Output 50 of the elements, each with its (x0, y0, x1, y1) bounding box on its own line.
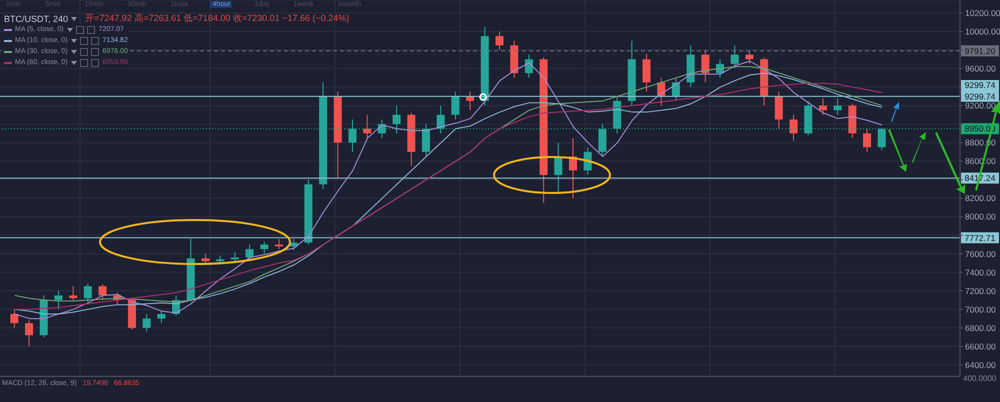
text: BTC/USDT, 240 (4, 12, 70, 25)
candlestick (348, 118, 356, 152)
candlestick (878, 127, 886, 151)
y-tick-label: 7200.00 (965, 286, 996, 296)
candlestick (246, 244, 254, 260)
ref-line-label: 9791.20 (964, 46, 996, 56)
candlestick (98, 284, 107, 301)
y-tick-label: 7600.00 (965, 248, 996, 259)
y-tick-label: 7000.00 (965, 304, 996, 314)
candlestick (642, 53, 651, 92)
text: 400.0000 (963, 374, 996, 383)
y-tick-label: 10200.00 (965, 8, 1000, 18)
candlestick (598, 124, 606, 158)
candlestick (84, 282, 92, 302)
candlestick (422, 124, 430, 158)
candlestick (834, 98, 842, 116)
y-tick-label: 6400.00 (965, 360, 996, 370)
candlestick (730, 44, 739, 70)
candlestick (54, 290, 62, 310)
candlestick (701, 50, 710, 83)
candlestick (672, 77, 680, 102)
candlestick (495, 30, 504, 51)
candlestick (863, 128, 872, 152)
y-tick-label: 6800.00 (965, 322, 996, 333)
candlestick (774, 91, 783, 130)
candlestick (25, 320, 34, 347)
text: 9299.74 (961, 80, 999, 92)
y-tick-label: 7400.00 (965, 267, 996, 278)
y-tick-label: 10000.00 (965, 26, 1000, 37)
candlestick (790, 114, 798, 142)
candlestick (260, 241, 268, 254)
y-tick-label: 8000.00 (965, 212, 996, 222)
ref-line-label: 9299.74 (964, 91, 996, 102)
candlestick (274, 238, 283, 250)
y-tick-label: 9200.00 (965, 100, 996, 111)
text: 开=7247.92 高=7263.61 低=7184.00 收=7230.01 −17.66 (−0.24%) (85, 12, 350, 25)
candlestick (451, 91, 460, 120)
candlestick (157, 310, 166, 324)
ref-line-label: 7772.71 (964, 232, 996, 243)
candlestick (392, 105, 401, 134)
candlestick (745, 50, 754, 64)
candlestick (69, 286, 78, 301)
y-tick-label: 9600.00 (965, 64, 996, 74)
y-tick-label: 8200.00 (965, 193, 996, 204)
candlestick (142, 313, 151, 332)
candlestick (10, 308, 18, 328)
candlestick (554, 142, 562, 194)
candlestick (818, 98, 827, 116)
candlestick (363, 114, 372, 138)
y-tick-label: 6600.00 (965, 341, 996, 352)
